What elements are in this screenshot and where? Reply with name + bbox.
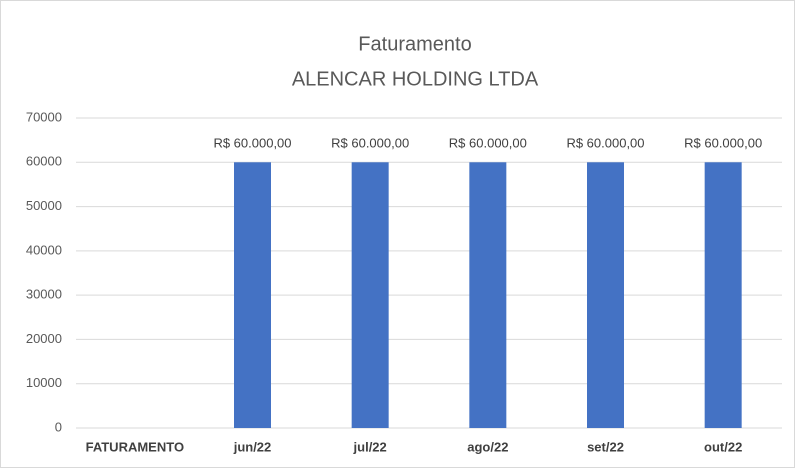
bar (351, 162, 389, 429)
chart-subtitle: ALENCAR HOLDING LTDA (292, 68, 539, 90)
y-tick-label: 40000 (26, 242, 62, 257)
bar (587, 162, 624, 429)
x-tick-label: FATURAMENTO (86, 439, 184, 454)
bar (704, 162, 742, 429)
y-tick-label: 30000 (26, 287, 62, 302)
x-tick-label: jun/22 (233, 439, 272, 454)
value-label: R$ 60.000,00 (449, 136, 527, 151)
x-tick-label: out/22 (704, 439, 742, 454)
value-label: R$ 60.000,00 (566, 136, 644, 151)
value-label: R$ 60.000,00 (331, 136, 409, 151)
value-label: R$ 60.000,00 (684, 136, 762, 151)
bar (234, 162, 271, 429)
value-label: R$ 60.000,00 (213, 136, 291, 151)
x-tick-label: ago/22 (467, 439, 508, 454)
chart-title: Faturamento (358, 33, 471, 55)
y-tick-label: 60000 (26, 154, 62, 169)
y-tick-label: 20000 (26, 331, 62, 346)
y-tick-label: 70000 (26, 109, 62, 124)
y-tick-label: 0 (55, 419, 62, 434)
bar (469, 162, 507, 429)
y-tick-label: 50000 (26, 198, 62, 213)
x-tick-label: jul/22 (353, 439, 387, 454)
y-tick-label: 10000 (26, 375, 62, 390)
x-tick-label: set/22 (587, 439, 624, 454)
